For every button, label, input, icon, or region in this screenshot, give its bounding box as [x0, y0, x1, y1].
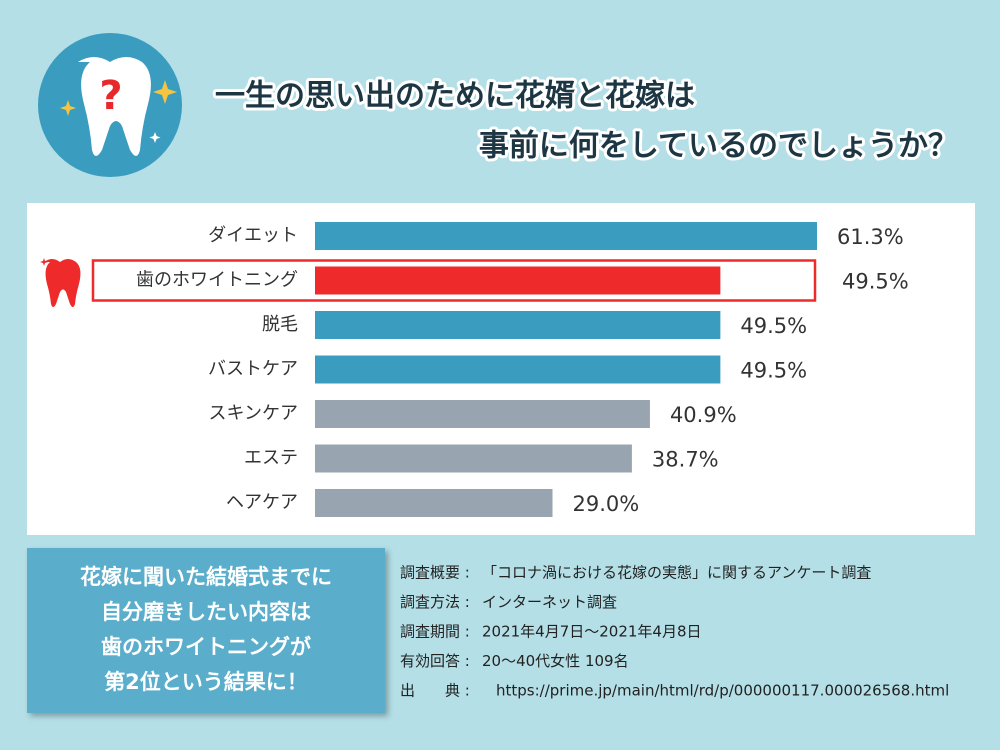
category-label: 歯のホワイトニング — [136, 270, 298, 291]
note-label: 有効回答 : — [400, 652, 470, 670]
bar — [315, 489, 553, 517]
category-label: スキンケア — [209, 403, 298, 424]
title: 事前に何をしているのでしょうか？ — [479, 129, 958, 164]
value-label: 61.3% — [837, 225, 904, 249]
bar — [315, 400, 650, 428]
category-label: ダイエット — [208, 225, 298, 246]
bar — [315, 355, 721, 384]
note-text: 「コロナ渦における花嫁の実態」に関するアンケート調査 — [482, 564, 871, 582]
value-label: 38.7% — [652, 448, 719, 472]
small-tooth-icon — [40, 258, 81, 307]
tooth-icon: ? — [38, 33, 182, 177]
note-label: 調査概要 : — [400, 564, 470, 582]
note-text: 2021年4月7日〜2021年4月8日 — [482, 623, 702, 641]
highlight-box — [91, 259, 817, 302]
note-text: インターネット調査 — [482, 593, 617, 611]
value-label: 40.9% — [670, 403, 737, 427]
bar — [315, 222, 817, 250]
summary-line: 自分磨きしたい内容は — [101, 600, 311, 624]
category-label: ヘアケア — [226, 492, 298, 513]
note-label: 調査方法 : — [400, 593, 470, 611]
bar — [315, 266, 721, 295]
summary-line: 歯のホワイトニングが — [101, 635, 311, 659]
svg-text:?: ? — [99, 73, 122, 119]
summary-line: 第2位という結果に！ — [104, 670, 308, 694]
value-label: 49.5% — [740, 314, 807, 338]
note-label: 調査期間 : — [400, 623, 470, 641]
category-label: 脱毛 — [262, 314, 298, 335]
title: 一生の思い出のために花婿と花嫁は — [215, 79, 695, 114]
note-text: 20〜40代女性 109名 — [482, 652, 629, 670]
bar — [315, 311, 721, 339]
value-label: 49.5% — [740, 359, 807, 383]
note-label: 出 典 : — [400, 682, 470, 700]
category-label: エステ — [244, 448, 298, 469]
category-label: バストケア — [208, 359, 298, 380]
note-text: https://prime.jp/main/html/rd/p/00000011… — [496, 682, 949, 700]
summary-box — [27, 548, 385, 713]
value-label: 29.0% — [572, 492, 639, 516]
summary-line: 花嫁に聞いた結婚式までに — [80, 565, 332, 589]
bar — [315, 444, 632, 473]
value-label: 49.5% — [842, 270, 909, 294]
